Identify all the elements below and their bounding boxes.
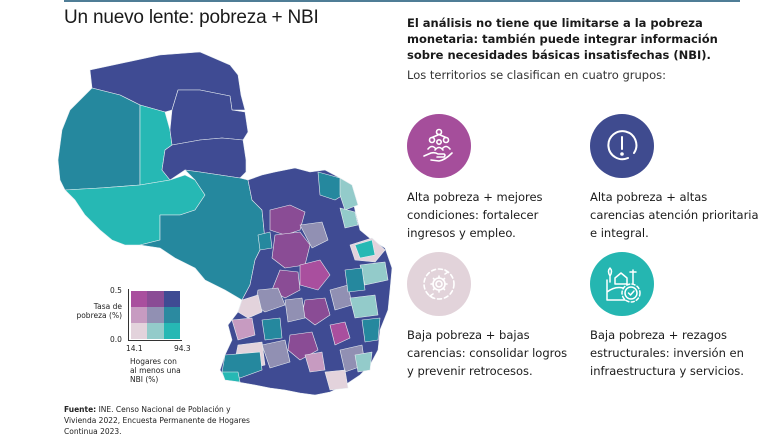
legend-x-label: Hogares con al menos una NBI (%): [130, 357, 181, 384]
legend-y-axis: [128, 289, 129, 340]
legend-cell: [131, 291, 148, 307]
legend-y-max: 0.5: [110, 286, 122, 295]
group-card-low-poverty-low-deprivation: Baja pobreza + bajas carencias: consolid…: [407, 252, 577, 380]
paraguay-choropleth-map: [57, 51, 393, 396]
region-teal-e7: [361, 317, 381, 343]
alert-icon: [590, 114, 654, 178]
legend-x-axis: [128, 340, 182, 341]
region-pink-2: [231, 317, 256, 341]
region-pink-4: [304, 351, 326, 373]
community-hand-icon: [407, 114, 471, 178]
region-teal-e3: [354, 239, 376, 259]
region-teal-e8: [354, 351, 373, 373]
region-pink-1: [237, 294, 263, 319]
region-teal-s4: [339, 207, 359, 229]
region-greyviolet-3: [284, 297, 306, 323]
group-card-low-poverty-structural-gaps: Baja pobreza + rezagos estructurales: in…: [590, 252, 760, 380]
region-purple-2: [271, 231, 311, 269]
region-greyviolet-5: [261, 339, 291, 369]
group-card-high-poverty-high-deprivation: Alta pobreza + altas carencias atención …: [590, 114, 760, 242]
intro-text: El análisis no tiene que limitarse a la …: [407, 16, 718, 62]
source-note: Fuente: INE. Censo Nacional de Población…: [64, 404, 264, 437]
groups-subtitle: Los territorios se clasifican en cuatro …: [407, 68, 666, 82]
group-text: Baja pobreza + rezagos estructurales: in…: [590, 328, 744, 378]
region-teal-s2: [221, 351, 263, 379]
group-text: Baja pobreza + bajas carencias: consolid…: [407, 328, 568, 378]
group-text: Alta pobreza + mejores condiciones: fort…: [407, 190, 543, 240]
group-text: Alta pobreza + altas carencias atención …: [590, 190, 759, 240]
infrastructure-icon: [590, 252, 654, 316]
top-rule: [64, 0, 740, 2]
region-boqueron: [57, 87, 141, 191]
region-purple-7: [329, 321, 351, 346]
legend-color-grid: [131, 291, 180, 339]
legend-cell: [131, 307, 148, 323]
legend-cell: [147, 323, 164, 339]
region-teal-s5: [257, 231, 273, 251]
legend-cell: [147, 307, 164, 323]
legend-cell: [163, 323, 180, 339]
legend-cell: [163, 291, 180, 307]
source-text: INE. Censo Nacional de Población y Vivie…: [64, 405, 250, 436]
region-teal-e5: [344, 267, 366, 293]
gear-cycle-icon: [407, 252, 471, 316]
legend-y-min: 0.0: [110, 335, 122, 344]
page-title: Un nuevo lente: pobreza + NBI: [64, 7, 319, 28]
region-purple-1: [269, 204, 306, 236]
source-label: Fuente:: [64, 405, 97, 414]
legend-cell: [163, 307, 180, 323]
legend-cell: [131, 323, 148, 339]
region-chaco-teal-dark: [139, 169, 266, 301]
region-pink-5: [324, 369, 349, 391]
region-greyviolet-1: [299, 221, 329, 249]
region-teal-e6: [349, 294, 379, 319]
legend-cell: [147, 291, 164, 307]
group-card-high-poverty-better-conditions: Alta pobreza + mejores condiciones: fort…: [407, 114, 577, 242]
region-teal-e2: [339, 177, 359, 211]
legend-y-label: Tasa de pobreza (%): [76, 302, 122, 320]
region-teal-s1: [261, 317, 283, 341]
legend-x-max: 94.3: [174, 344, 191, 353]
legend-x-min: 14.1: [126, 344, 143, 353]
region-teal-s3: [221, 371, 241, 383]
region-purple-3: [299, 259, 331, 291]
